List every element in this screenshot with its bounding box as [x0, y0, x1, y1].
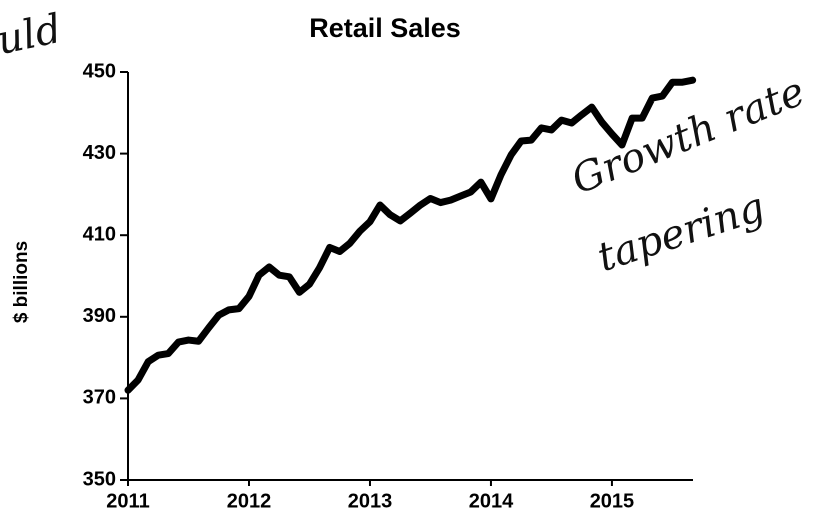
x-tick-label: 2012: [227, 490, 272, 512]
chart-title: Retail Sales: [309, 13, 461, 43]
y-tick-label: 370: [83, 387, 116, 409]
y-tick-label: 430: [83, 142, 116, 164]
y-tick-label: 410: [83, 223, 116, 245]
annotation: tapering: [592, 184, 770, 281]
y-tick-label: 390: [83, 305, 116, 327]
x-tick-label: 2011: [106, 490, 149, 512]
x-tick-label: 2015: [590, 490, 635, 512]
x-tick-label: 2013: [348, 490, 393, 512]
y-tick-label: 450: [83, 60, 116, 82]
data-line: [124, 76, 697, 394]
annotation: Growth rate: [565, 68, 811, 203]
y-axis-label: $ billions: [11, 241, 32, 323]
annotation: uld: [0, 6, 65, 64]
y-tick-label: 350: [83, 468, 116, 490]
x-tick-label: 2014: [469, 490, 514, 512]
